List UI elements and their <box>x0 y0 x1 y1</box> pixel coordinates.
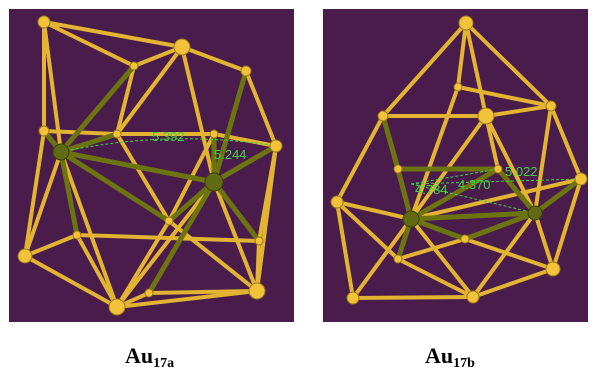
au17a-cluster-image: 5.392 5.244 <box>9 9 294 322</box>
au17b-cluster-svg: 4.784 4.370 5.022 <box>330 15 588 305</box>
au17b-caption: Au17b <box>425 343 475 371</box>
au17a-cluster-svg: 5.392 5.244 <box>17 15 283 316</box>
au17a-caption-main: Au <box>125 343 154 368</box>
au17b-cluster-image: 4.784 4.370 5.022 <box>323 9 588 322</box>
au17a-caption: Au17a <box>125 343 175 371</box>
au17a-caption-subscript: 17a <box>153 356 175 371</box>
au17b-caption-subscript: 17b <box>453 356 475 371</box>
au17a-distance-line <box>60 138 277 153</box>
au17b-distance-label-3: 5.022 <box>505 164 538 179</box>
au17b-gold-atoms <box>330 15 588 305</box>
au17b-center-atoms <box>402 205 543 228</box>
au17b-distance-label-2: 4.370 <box>458 177 491 192</box>
au17b-caption-main: Au <box>425 343 454 368</box>
au17a-dark-bonds <box>41 63 279 296</box>
au17a-gold-atoms <box>17 15 283 316</box>
au17b-gold-bonds <box>335 21 583 300</box>
au17b-distance-label-1: 4.784 <box>415 182 448 197</box>
au17b-dark-bonds <box>380 113 584 262</box>
au17a-center-atoms <box>52 143 224 192</box>
au17a-distance-label-1: 5.392 <box>152 129 185 144</box>
au17a-distance-label-2: 5.244 <box>214 147 247 162</box>
au17b-distance-lines <box>410 168 582 214</box>
